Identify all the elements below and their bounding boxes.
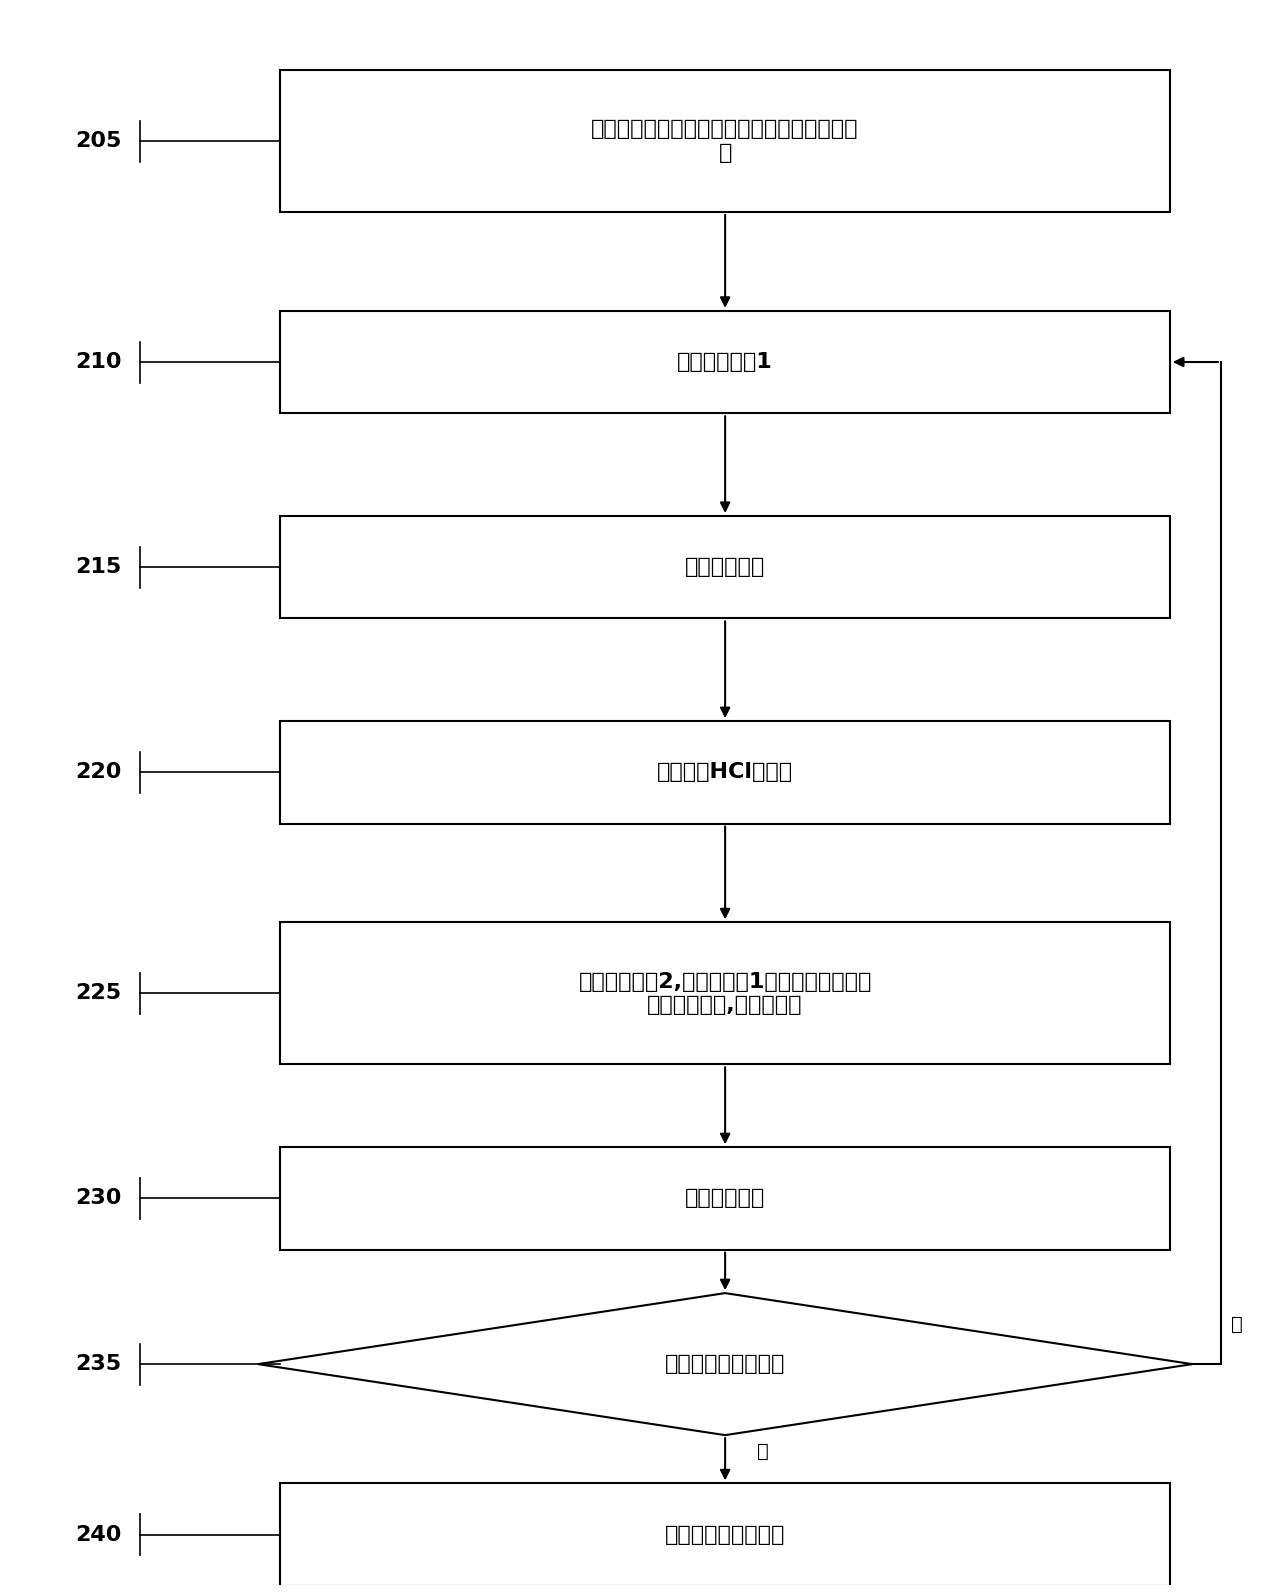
Text: 通入反应前体1: 通入反应前体1 [677, 352, 774, 373]
FancyBboxPatch shape [280, 922, 1171, 1065]
Text: 准备一张由硅晶圆及图形化二氧化硅组成的衬
底: 准备一张由硅晶圆及图形化二氧化硅组成的衬 底 [591, 119, 858, 162]
FancyBboxPatch shape [280, 516, 1171, 618]
Text: 215: 215 [75, 557, 121, 578]
Text: 205: 205 [75, 131, 121, 151]
FancyBboxPatch shape [280, 310, 1171, 414]
Text: 240: 240 [75, 1525, 121, 1544]
Text: 是: 是 [757, 1442, 768, 1461]
Polygon shape [258, 1293, 1192, 1434]
Text: 220: 220 [75, 763, 121, 782]
Text: 230: 230 [75, 1188, 121, 1208]
Text: 235: 235 [76, 1355, 121, 1374]
Text: 通入吹洗气体: 通入吹洗气体 [685, 557, 766, 578]
FancyBboxPatch shape [280, 1148, 1171, 1250]
Text: 210: 210 [75, 352, 121, 373]
Text: 完成原子层淀积工艺: 完成原子层淀积工艺 [664, 1525, 785, 1544]
Text: 225: 225 [76, 984, 121, 1003]
Text: 通入反应前体2,跟反应前体1与衬底反应得到的
表面发生反应,形成硅薄膜: 通入反应前体2,跟反应前体1与衬底反应得到的 表面发生反应,形成硅薄膜 [578, 971, 871, 1014]
Text: 否: 否 [1231, 1315, 1243, 1334]
FancyBboxPatch shape [280, 70, 1171, 212]
FancyBboxPatch shape [280, 1484, 1171, 1586]
Text: 通入吹洗气体: 通入吹洗气体 [685, 1188, 766, 1208]
FancyBboxPatch shape [280, 721, 1171, 823]
Text: 是否达到要求厚度？: 是否达到要求厚度？ [664, 1355, 785, 1374]
Text: 通入含有HCl的气源: 通入含有HCl的气源 [657, 763, 793, 782]
